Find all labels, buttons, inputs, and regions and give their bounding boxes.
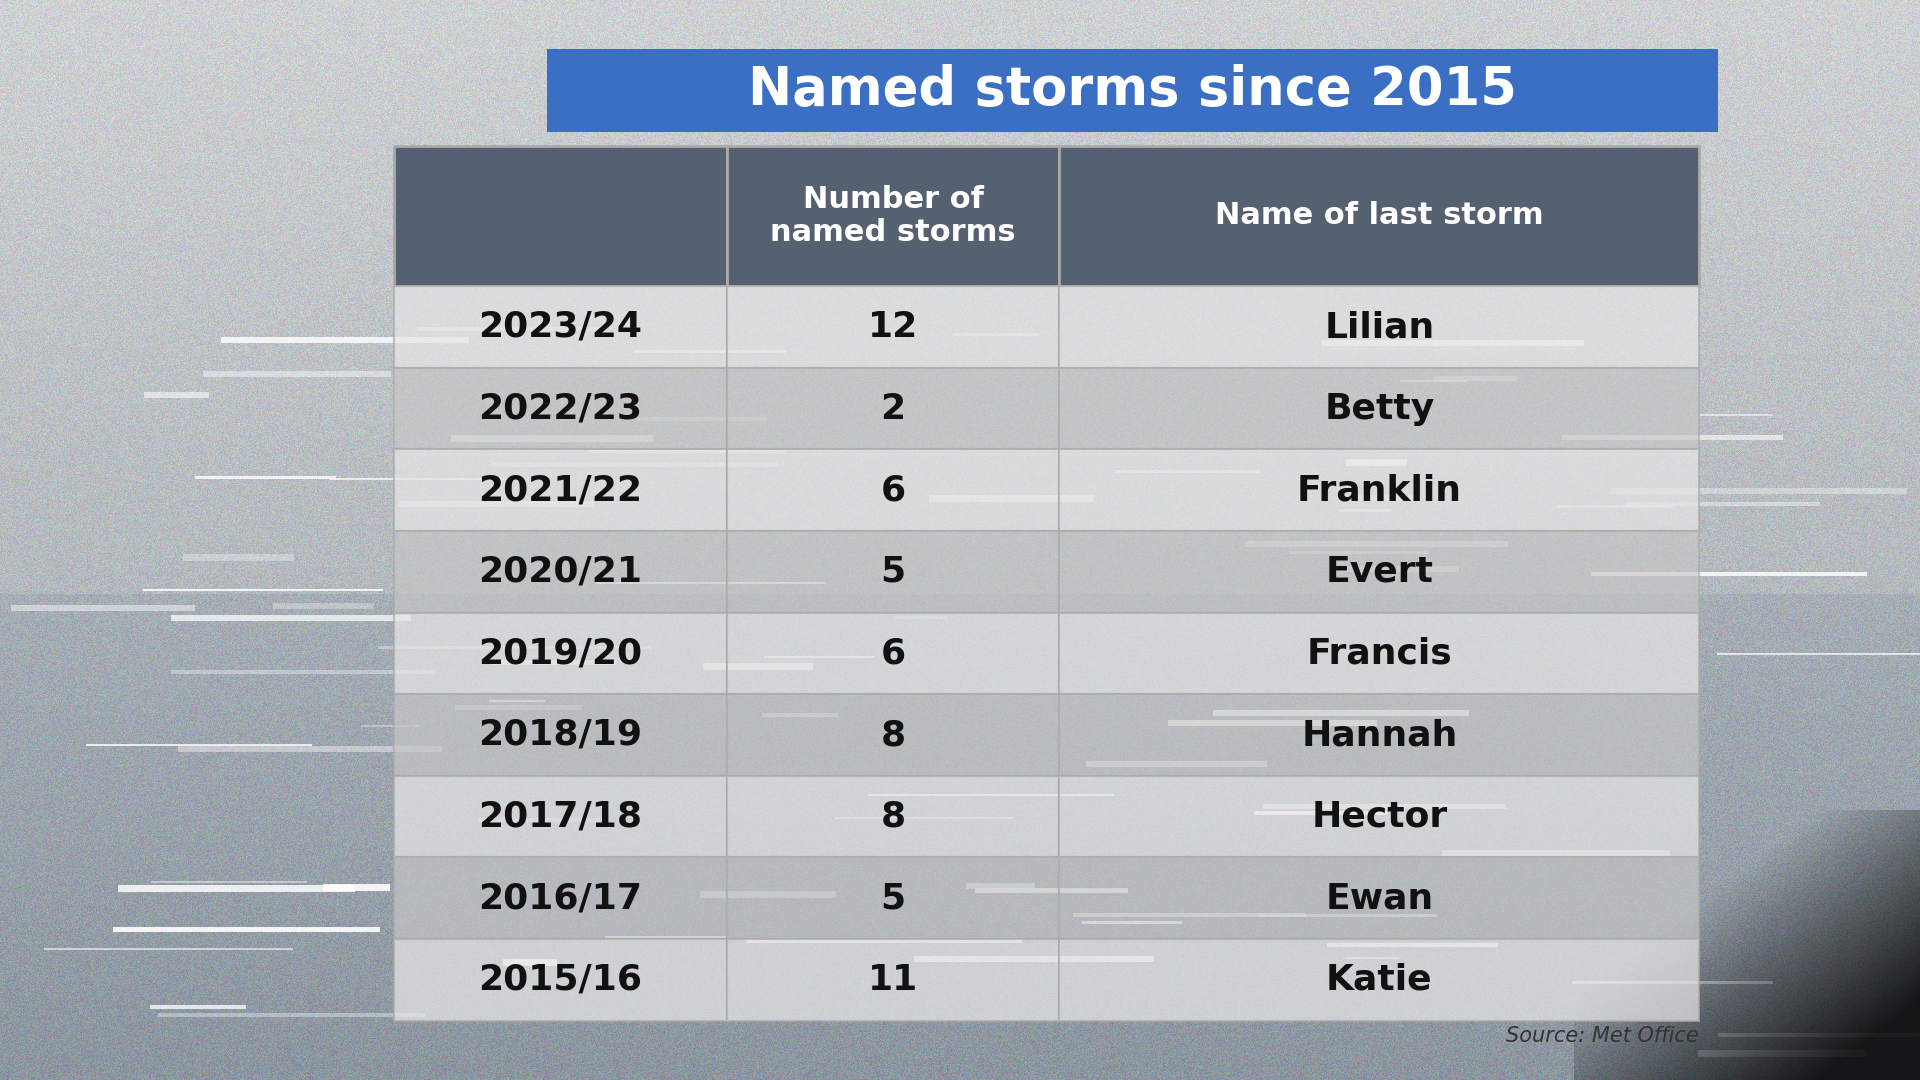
FancyBboxPatch shape xyxy=(726,286,1060,368)
Text: Lilian: Lilian xyxy=(1325,310,1434,345)
Text: 11: 11 xyxy=(868,962,918,997)
Text: 5: 5 xyxy=(881,881,906,915)
Text: 2017/18: 2017/18 xyxy=(478,799,641,834)
FancyBboxPatch shape xyxy=(1060,694,1699,775)
FancyBboxPatch shape xyxy=(726,775,1060,858)
FancyBboxPatch shape xyxy=(394,939,726,1021)
Text: 8: 8 xyxy=(881,718,906,752)
Text: Hector: Hector xyxy=(1311,799,1448,834)
FancyBboxPatch shape xyxy=(1060,146,1699,286)
FancyBboxPatch shape xyxy=(1060,858,1699,939)
Text: 5: 5 xyxy=(881,555,906,589)
FancyBboxPatch shape xyxy=(726,858,1060,939)
Text: 2018/19: 2018/19 xyxy=(478,718,641,752)
Text: 6: 6 xyxy=(881,473,906,508)
Text: Katie: Katie xyxy=(1327,962,1432,997)
Text: Number of
named storms: Number of named storms xyxy=(770,185,1016,247)
Text: Name of last storm: Name of last storm xyxy=(1215,202,1544,230)
FancyBboxPatch shape xyxy=(1060,449,1699,531)
Text: 2015/16: 2015/16 xyxy=(478,962,641,997)
FancyBboxPatch shape xyxy=(726,146,1060,286)
FancyBboxPatch shape xyxy=(394,368,726,449)
Text: 6: 6 xyxy=(881,636,906,671)
Text: Named storms since 2015: Named storms since 2015 xyxy=(749,64,1517,117)
Text: Ewan: Ewan xyxy=(1325,881,1434,915)
FancyBboxPatch shape xyxy=(726,368,1060,449)
FancyBboxPatch shape xyxy=(1060,612,1699,694)
Text: Evert: Evert xyxy=(1325,555,1434,589)
Text: 2022/23: 2022/23 xyxy=(478,392,641,426)
Text: 2020/21: 2020/21 xyxy=(478,555,641,589)
Text: 12: 12 xyxy=(868,310,918,345)
Text: Hannah: Hannah xyxy=(1302,718,1457,752)
FancyBboxPatch shape xyxy=(547,49,1718,132)
FancyBboxPatch shape xyxy=(394,286,726,368)
Text: Betty: Betty xyxy=(1325,392,1434,426)
Text: 2023/24: 2023/24 xyxy=(478,310,641,345)
FancyBboxPatch shape xyxy=(394,612,726,694)
FancyBboxPatch shape xyxy=(394,531,726,612)
Text: Source: Met Office: Source: Met Office xyxy=(1507,1026,1699,1045)
FancyBboxPatch shape xyxy=(1060,939,1699,1021)
FancyBboxPatch shape xyxy=(726,612,1060,694)
Text: 2019/20: 2019/20 xyxy=(478,636,641,671)
Text: 2021/22: 2021/22 xyxy=(478,473,641,508)
FancyBboxPatch shape xyxy=(1060,775,1699,858)
Text: 2016/17: 2016/17 xyxy=(478,881,641,915)
Text: Franklin: Franklin xyxy=(1296,473,1461,508)
FancyBboxPatch shape xyxy=(394,694,726,775)
FancyBboxPatch shape xyxy=(394,146,726,286)
FancyBboxPatch shape xyxy=(726,939,1060,1021)
Text: 8: 8 xyxy=(881,799,906,834)
FancyBboxPatch shape xyxy=(726,531,1060,612)
FancyBboxPatch shape xyxy=(1060,368,1699,449)
FancyBboxPatch shape xyxy=(726,449,1060,531)
Text: Francis: Francis xyxy=(1306,636,1452,671)
FancyBboxPatch shape xyxy=(394,858,726,939)
FancyBboxPatch shape xyxy=(1060,531,1699,612)
FancyBboxPatch shape xyxy=(394,775,726,858)
FancyBboxPatch shape xyxy=(394,449,726,531)
FancyBboxPatch shape xyxy=(726,694,1060,775)
Text: 2: 2 xyxy=(881,392,906,426)
FancyBboxPatch shape xyxy=(1060,286,1699,368)
